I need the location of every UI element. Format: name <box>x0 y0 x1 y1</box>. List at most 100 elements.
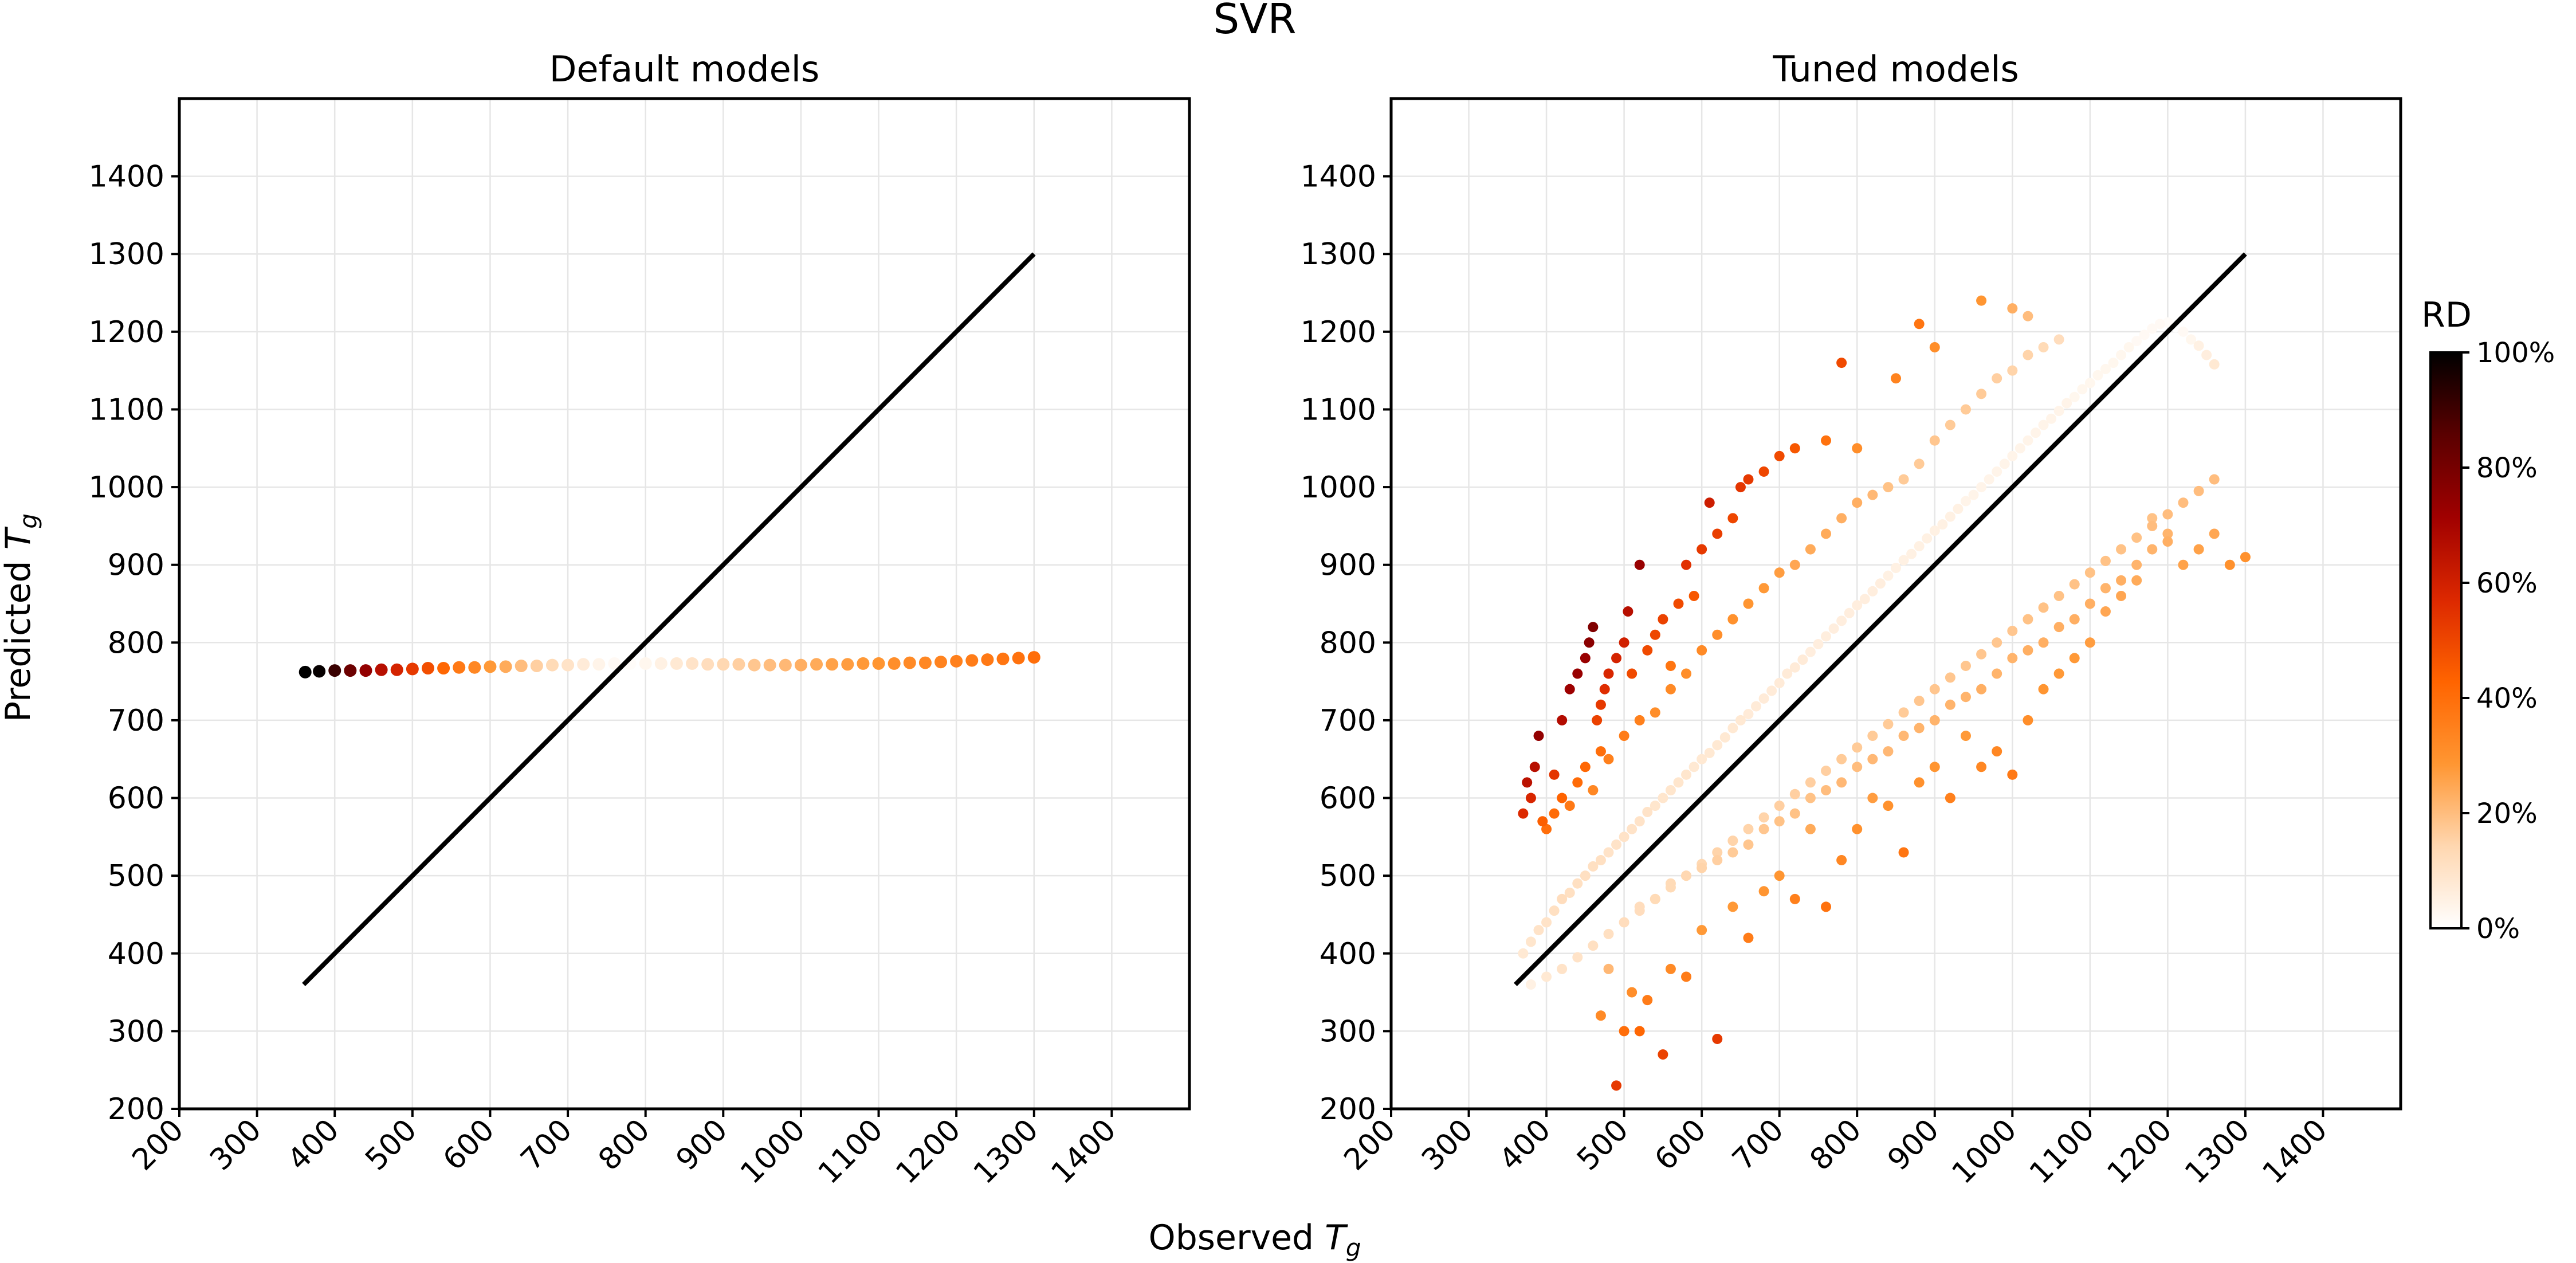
x-tick-label: 700 <box>515 1113 579 1178</box>
scatter-point <box>1525 936 1536 947</box>
scatter-point <box>1960 731 1971 742</box>
plot-frame <box>178 97 1191 1111</box>
scatter-point <box>1758 583 1769 594</box>
plot-frame <box>1389 97 2402 1111</box>
scatter-point <box>359 664 372 677</box>
scatter-point <box>1658 1049 1668 1060</box>
scatter-point <box>1945 699 1955 710</box>
scatter-point <box>763 658 776 672</box>
scatter-point <box>1898 707 1909 718</box>
scatter-point <box>1929 684 1940 695</box>
scatter-point <box>1743 474 1754 485</box>
scatter-point <box>2007 653 2018 664</box>
scatter-point <box>1518 808 1529 819</box>
y-tick-label: 1200 <box>89 315 164 350</box>
scatter-point <box>2092 370 2103 381</box>
scatter-point <box>717 658 730 671</box>
scatter-point <box>1789 893 1800 904</box>
scatter-point <box>1541 971 1552 982</box>
colorbar-tick-label: 40% <box>2476 683 2538 715</box>
scatter-point <box>437 662 450 675</box>
scatter-point <box>1976 762 1987 772</box>
y-tick-label: 300 <box>108 1014 164 1049</box>
scatter-point <box>1789 443 1800 454</box>
y-tick-label: 500 <box>1320 859 1376 893</box>
scatter-point <box>2084 378 2095 389</box>
scatter-point <box>1697 544 1707 555</box>
scatter-point <box>1634 1026 1645 1037</box>
scatter-point <box>1976 482 1987 493</box>
scatter-point <box>2209 359 2220 370</box>
scatter-point <box>1522 777 1533 788</box>
scatter-point <box>2084 567 2095 578</box>
scatter-point <box>1828 623 1839 634</box>
scatter-point <box>1821 435 1832 446</box>
y-axis-title: Predicted Tg <box>0 513 42 722</box>
scatter-point <box>1665 660 1676 671</box>
scatter-point <box>1976 389 1987 399</box>
scatter-point <box>1821 766 1832 776</box>
scatter-point <box>1960 660 1971 671</box>
scatter-point <box>545 658 559 672</box>
scatter-point <box>2116 544 2127 555</box>
scatter-point <box>654 657 667 670</box>
colorbar-tick-label: 20% <box>2476 798 2538 830</box>
scatter-point <box>2046 413 2057 424</box>
x-tick-label: 500 <box>1570 1113 1635 1178</box>
scatter-point <box>1642 995 1653 1006</box>
scatter-point <box>1789 789 1800 799</box>
scatter-point <box>1914 696 1925 707</box>
scatter-point <box>1774 450 1785 461</box>
scatter-point <box>1673 598 1684 609</box>
scatter-point <box>1588 785 1599 795</box>
scatter-point <box>1976 295 1987 306</box>
scatter-point <box>2131 575 2142 586</box>
scatter-point <box>1852 742 1863 753</box>
scatter-point <box>1844 607 1855 618</box>
scatter-point <box>530 659 543 672</box>
scatter-point <box>1658 793 1668 803</box>
scatter-point <box>2069 579 2080 590</box>
scatter-point <box>1572 952 1583 963</box>
x-tick-label: 1400 <box>2256 1113 2334 1191</box>
scatter-point <box>1697 645 1707 656</box>
scatter-point <box>1976 684 1987 695</box>
scatter-point <box>1557 893 1568 904</box>
scatter-point <box>1619 731 1629 742</box>
scatter-point <box>1727 901 1738 912</box>
scatter-point <box>2053 334 2064 345</box>
scatter-point <box>2193 485 2204 496</box>
x-tick-label: 1400 <box>1045 1113 1123 1191</box>
scatter-point <box>1603 963 1614 974</box>
scatter-point <box>2015 443 2025 454</box>
scatter-point <box>934 656 948 669</box>
scatter-point <box>1836 615 1847 626</box>
colorbar-bar <box>2429 351 2463 929</box>
x-tick-label: 1000 <box>1945 1113 2023 1191</box>
scatter-point <box>1588 622 1599 633</box>
y-tick-label: 600 <box>1320 782 1376 816</box>
scatter-point <box>1898 474 1909 485</box>
scatter-point <box>1758 823 1769 834</box>
scatter-point <box>1836 855 1847 866</box>
scatter-point <box>1681 559 1692 570</box>
scatter-point <box>1627 823 1638 834</box>
scatter-point <box>2201 350 2212 360</box>
scatter-point <box>1960 496 1971 507</box>
scatter-point <box>2053 668 2064 679</box>
scatter-point <box>1953 504 1964 515</box>
scatter-point <box>1727 847 1738 858</box>
scatter-point <box>2139 330 2150 340</box>
y-tick-label: 700 <box>108 704 164 738</box>
colorbar-tick-label: 0% <box>2476 913 2520 945</box>
scatter-point <box>1688 590 1699 601</box>
x-tick-label: 1000 <box>734 1113 812 1191</box>
scatter-point <box>1584 637 1595 648</box>
scatter-point <box>2209 474 2220 485</box>
scatter-point <box>1891 373 1901 384</box>
scatter-point <box>2116 590 2127 601</box>
scatter-point <box>1650 707 1660 718</box>
scatter-point <box>1805 646 1816 657</box>
scatter-point <box>2007 450 2018 461</box>
scatter-point <box>2193 544 2204 555</box>
